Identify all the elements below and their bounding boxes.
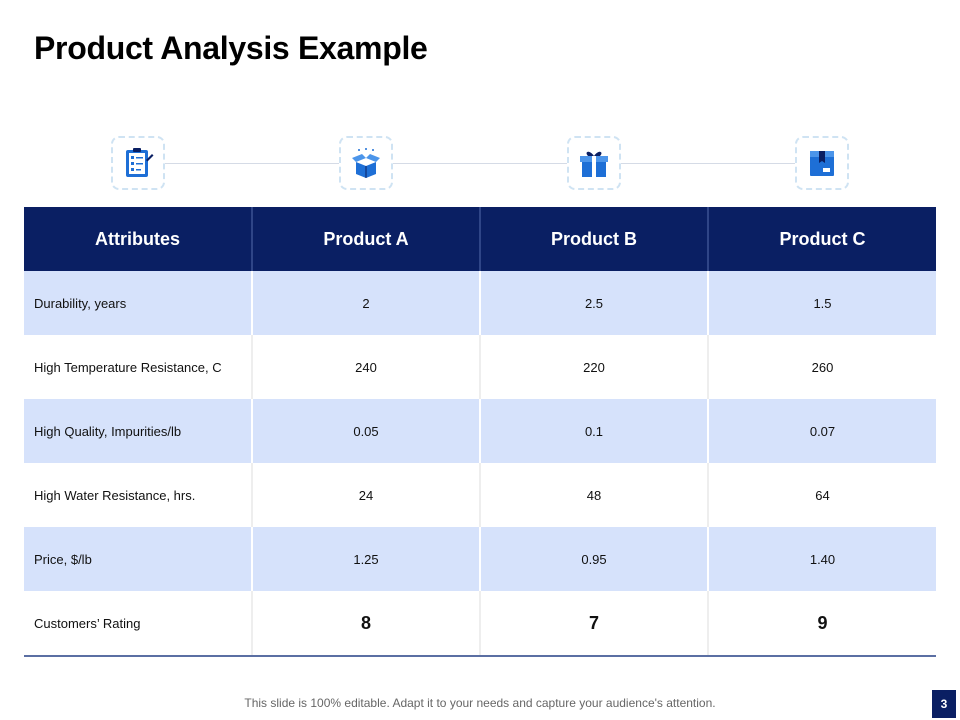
value-cell: 0.05 xyxy=(251,399,480,463)
connector-line xyxy=(138,163,822,164)
gift-icon xyxy=(567,136,621,190)
value-cell: 220 xyxy=(479,335,708,399)
attribute-cell: High Water Resistance, hrs. xyxy=(24,463,252,527)
product-comparison-table: Attributes Product A Product B Product C… xyxy=(24,207,936,657)
attribute-cell: Customers’ Rating xyxy=(24,591,252,657)
value-cell: 1.25 xyxy=(251,527,480,591)
table-row: High Quality, Impurities/lb 0.05 0.1 0.0… xyxy=(24,399,936,463)
value-cell: 48 xyxy=(479,463,708,527)
table-row: Customers’ Rating 8 7 9 xyxy=(24,591,936,657)
attribute-cell: Durability, years xyxy=(24,271,252,335)
slide-title: Product Analysis Example xyxy=(34,30,428,66)
value-cell: 2.5 xyxy=(479,271,708,335)
column-header: Product B xyxy=(479,207,708,271)
page-number: 3 xyxy=(932,690,956,718)
footer-note: This slide is 100% editable. Adapt it to… xyxy=(244,696,716,710)
table-header-row: Attributes Product A Product B Product C xyxy=(24,207,936,271)
value-cell: 1.40 xyxy=(707,527,936,591)
attribute-cell: Price, $/lb xyxy=(24,527,252,591)
checklist-icon xyxy=(111,136,165,190)
table-row: Durability, years 2 2.5 1.5 xyxy=(24,271,936,335)
value-cell: 1.5 xyxy=(707,271,936,335)
package-icon xyxy=(795,136,849,190)
rating-cell: 8 xyxy=(251,591,480,657)
column-header: Attributes xyxy=(24,207,252,271)
column-header: Product A xyxy=(251,207,480,271)
table-row: High Temperature Resistance, C 240 220 2… xyxy=(24,335,936,399)
value-cell: 0.95 xyxy=(479,527,708,591)
value-cell: 24 xyxy=(251,463,480,527)
value-cell: 2 xyxy=(251,271,480,335)
attribute-cell: High Quality, Impurities/lb xyxy=(24,399,252,463)
icon-row xyxy=(24,134,936,194)
rating-cell: 9 xyxy=(707,591,936,657)
rating-cell: 7 xyxy=(479,591,708,657)
open-box-icon xyxy=(339,136,393,190)
column-header: Product C xyxy=(707,207,936,271)
table-row: Price, $/lb 1.25 0.95 1.40 xyxy=(24,527,936,591)
value-cell: 64 xyxy=(707,463,936,527)
table-row: High Water Resistance, hrs. 24 48 64 xyxy=(24,463,936,527)
value-cell: 240 xyxy=(251,335,480,399)
value-cell: 0.07 xyxy=(707,399,936,463)
attribute-cell: High Temperature Resistance, C xyxy=(24,335,252,399)
value-cell: 260 xyxy=(707,335,936,399)
value-cell: 0.1 xyxy=(479,399,708,463)
